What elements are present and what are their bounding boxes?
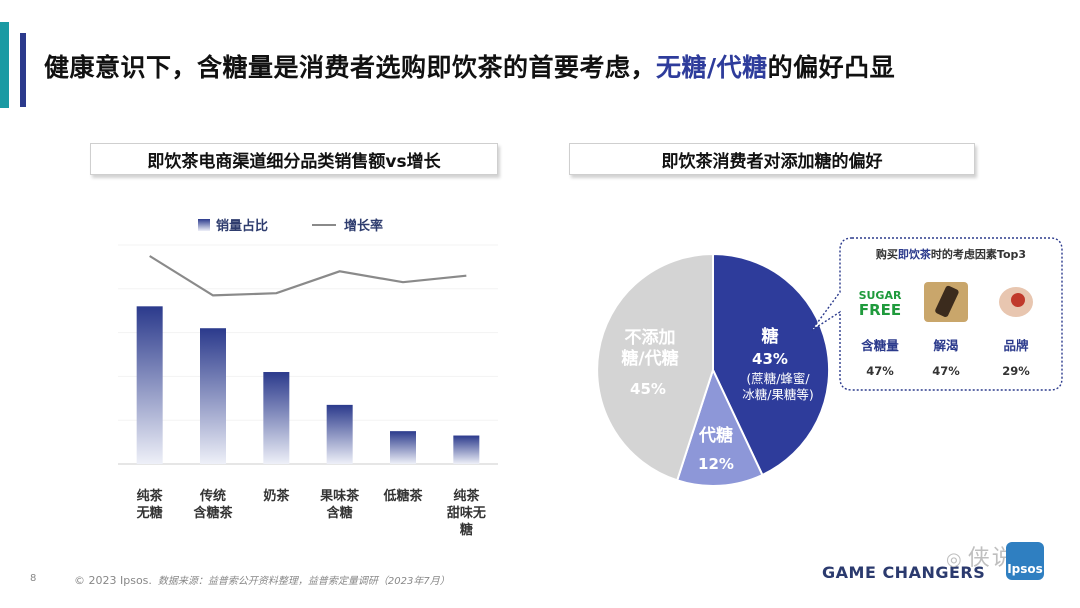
game-changers-logo: GAME CHANGERS <box>822 563 986 582</box>
bar <box>263 372 290 464</box>
x-tick-label: 甜味无 <box>447 505 486 521</box>
sugar-free-text: SUGAR <box>859 289 902 302</box>
source-note: 数据来源：益普索公开资料整理，益普索定量调研（2023年7月） <box>157 576 450 587</box>
headline-highlight: 无糖/代糖 <box>656 53 768 82</box>
pie-slice <box>712 252 831 477</box>
headline-part1: 健康意识下，含糖量是消费者选购即饮茶的首要考虑， <box>44 53 657 82</box>
slice-label: 代糖 <box>698 425 733 446</box>
x-tick-label: 纯茶 <box>137 488 164 504</box>
x-tick-label: 传统 <box>199 488 226 504</box>
growth-line <box>149 255 467 297</box>
brand-icon <box>999 287 1033 317</box>
bar <box>390 431 416 464</box>
slice-pct: 45% <box>630 380 666 398</box>
accent-bar-teal <box>0 22 9 108</box>
x-tick-label: 含糖茶 <box>192 505 233 521</box>
footer-copyright: © 2023 Ipsos. 数据来源：益普索公开资料整理，益普索定量调研（2023… <box>74 572 450 587</box>
bar <box>453 435 480 464</box>
callout-title: 购买即饮茶时的考虑因素Top3 <box>876 247 1026 261</box>
slice-label: 糖/代糖 <box>621 348 678 369</box>
legend-line-label: 增长率 <box>344 218 383 234</box>
right-section-title: 即饮茶消费者对添加糖的偏好 <box>569 143 975 175</box>
headline-part2: 的偏好凸显 <box>767 53 896 82</box>
callout-item-label: 解渴 <box>933 338 958 353</box>
pie-slice <box>596 252 714 482</box>
page-number: 8 <box>30 573 37 584</box>
legend-bar-label: 销量占比 <box>216 218 268 234</box>
accent-bar-navy <box>20 33 26 107</box>
page-headline: 健康意识下，含糖量是消费者选购即饮茶的首要考虑，无糖/代糖的偏好凸显 <box>44 48 895 84</box>
bottle-shape <box>935 285 959 317</box>
x-tick-label: 无糖 <box>136 505 163 521</box>
slice-sub-label: 冰糖/果糖等) <box>742 387 814 402</box>
callout-title-highlight: 即饮茶 <box>898 247 932 261</box>
x-tick-label: 含糖 <box>326 505 353 521</box>
sugar-free-bg <box>856 285 904 317</box>
x-tick-label: 果味茶 <box>319 488 360 504</box>
x-tick-label: 糖 <box>460 522 473 538</box>
callout-item-value: 47% <box>932 364 960 378</box>
x-tick-label: 低糖茶 <box>382 488 423 504</box>
left-section-title: 即饮茶电商渠道细分品类销售额vs增长 <box>90 143 498 175</box>
bar <box>136 306 163 464</box>
bar <box>200 328 226 464</box>
ipsos-logo: Ipsos <box>1006 542 1044 580</box>
callout-item-value: 29% <box>1002 364 1030 378</box>
callout-item-label: 含糖量 <box>860 338 899 353</box>
callout-item-label: 品牌 <box>1003 338 1029 353</box>
sugar-free-text: FREE <box>859 301 901 319</box>
callout-title-pre: 购买 <box>876 247 898 261</box>
slice-pct: 12% <box>698 455 734 473</box>
legend-bar-swatch <box>198 219 210 231</box>
pie-slice <box>675 367 764 487</box>
callout-title-post: 时的考虑因素Top3 <box>931 247 1026 261</box>
bar <box>326 404 353 464</box>
brand-badge <box>1011 293 1025 307</box>
slice-label: 不添加 <box>625 327 676 348</box>
x-tick-label: 奶茶 <box>262 488 290 504</box>
copyright-text: © 2023 Ipsos. <box>74 574 152 587</box>
slice-label: 糖 <box>762 326 779 347</box>
wechat-icon: ◎ <box>946 549 964 570</box>
x-tick-label: 纯茶 <box>453 488 480 504</box>
drink-bottle-icon <box>924 282 968 322</box>
callout-item-value: 47% <box>866 364 894 378</box>
slice-sub-label: (蔗糖/蜂蜜/ <box>746 371 810 386</box>
slice-pct: 43% <box>752 350 788 368</box>
